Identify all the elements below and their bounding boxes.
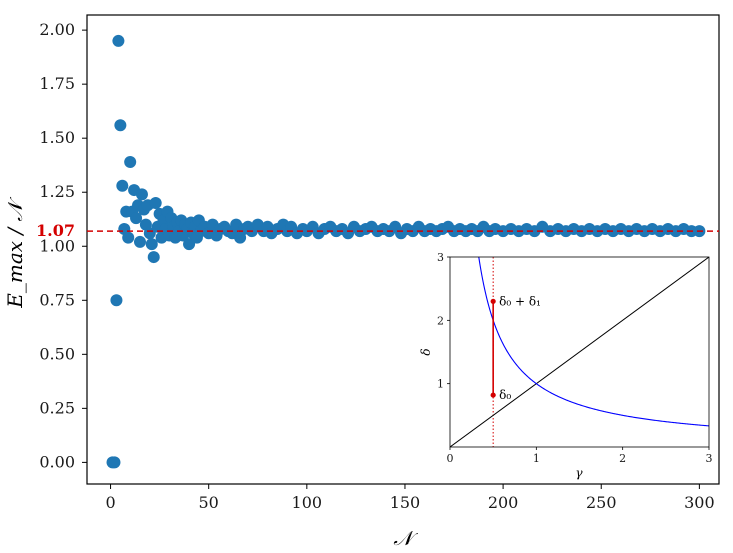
inset-x-tick-label: 1 (533, 452, 540, 465)
inset-y-axis-label: δ (419, 348, 433, 355)
main-y-ticks: 0.00 0.25 0.50 0.75 1.00 1.25 1.50 1.75 2.00 (39, 20, 87, 471)
y-tick-label: 1.75 (39, 74, 75, 93)
y-tick-label: 0.00 (39, 452, 75, 471)
inset-x-tick-label: 2 (619, 452, 626, 465)
scatter-point (112, 34, 125, 47)
scatter-point (108, 456, 121, 469)
inset-point-lower (490, 392, 496, 398)
scatter-point (110, 294, 123, 307)
inset-frame (449, 256, 710, 448)
inset-y-tick-label: 2 (437, 314, 444, 327)
x-tick-label: 50 (199, 493, 219, 512)
scatter-point (114, 119, 127, 132)
y-axis-label: E_max / 𝒩 (3, 196, 27, 308)
inset-x-ticks: 0 1 2 3 (447, 447, 713, 465)
x-tick-label: 300 (684, 493, 715, 512)
scatter-point (147, 251, 160, 264)
inset-x-axis-label: γ (575, 466, 583, 480)
inset-point-upper (490, 298, 496, 304)
inset-annotation-delta0-plus-delta1: δ₀ + δ₁ (499, 294, 541, 308)
y-tick-label: 1.25 (39, 182, 75, 201)
inset-content (450, 257, 709, 447)
inset-curve-hyperbola (478, 257, 709, 427)
inset-x-tick-label: 3 (706, 452, 713, 465)
inset-y-tick-label: 3 (437, 251, 444, 264)
x-axis-label: 𝒩 (393, 526, 418, 550)
reference-line-label: 1.07 (36, 221, 75, 240)
inset-annotation-delta0: δ₀ (499, 388, 511, 402)
x-tick-label: 200 (488, 493, 519, 512)
y-tick-label: 0.25 (39, 398, 75, 417)
inset-y-ticks: 1 2 3 (437, 251, 450, 391)
scatter-point (135, 188, 148, 201)
scatter-point (133, 235, 146, 248)
x-tick-label: 250 (586, 493, 617, 512)
y-tick-label: 1.00 (39, 236, 75, 255)
inset-plot: 0 1 2 3 1 2 3 γ δ δ₀ + δ₁ δ₀ (419, 251, 713, 480)
main-x-ticks: 0 50 100 150 200 250 300 (105, 484, 715, 512)
y-tick-label: 0.50 (39, 344, 75, 363)
scatter-point (145, 238, 158, 251)
y-tick-label: 1.50 (39, 128, 75, 147)
x-tick-label: 100 (292, 493, 323, 512)
inset-line-identity (450, 257, 709, 447)
y-tick-label: 0.75 (39, 290, 75, 309)
inset-y-tick-label: 1 (437, 378, 444, 391)
inset-background (448, 255, 709, 448)
inset-x-tick-label: 0 (447, 452, 454, 465)
scatter-point (130, 212, 143, 225)
x-tick-label: 150 (390, 493, 421, 512)
main-plot: 0 50 100 150 200 250 300 0.000.250.500.751.001… (3, 14, 720, 550)
scatter-point (116, 179, 129, 192)
scatter-point (149, 197, 162, 210)
main-scatter-series (106, 34, 706, 469)
scatter-point (122, 231, 135, 244)
y-tick-label: 2.00 (39, 20, 75, 39)
scatter-point (124, 155, 137, 168)
x-tick-label: 0 (105, 493, 115, 512)
